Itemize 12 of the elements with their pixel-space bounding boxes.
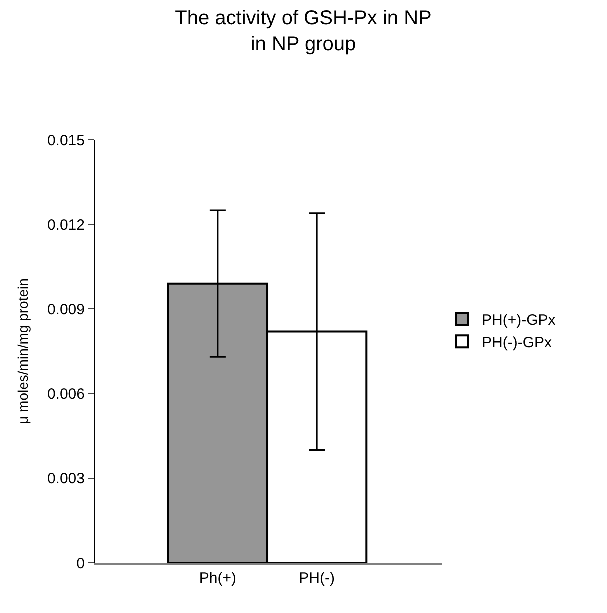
- y-tick-label: 0: [76, 555, 85, 572]
- y-tick-label: 0.012: [47, 216, 85, 234]
- chart-title: The activity of GSH-Px in NP in NP group: [175, 8, 432, 56]
- legend-label: PH(+)-GPx: [482, 312, 556, 329]
- y-tick-label: 0.003: [47, 470, 85, 488]
- x-tick-label: PH(-): [299, 570, 335, 587]
- legend-label: PH(-)-GPx: [482, 334, 552, 352]
- y-tick-label: 0.009: [47, 301, 85, 318]
- y-tick-label: 0.006: [47, 386, 85, 404]
- y-axis-title: μ moles/min/mg protein: [15, 278, 32, 424]
- x-tick-label: Ph(+): [199, 570, 236, 587]
- y-tick-label: 0.015: [47, 132, 85, 150]
